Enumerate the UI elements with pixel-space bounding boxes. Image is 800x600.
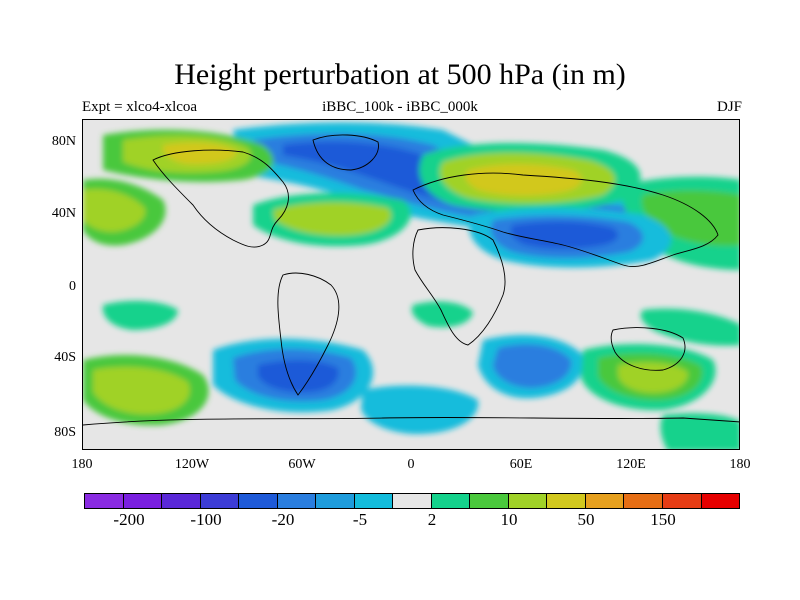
colorbar-label: 150 — [650, 510, 676, 529]
colorbar-swatch — [585, 494, 625, 508]
coastlines — [83, 134, 739, 426]
colorbar-swatch — [662, 494, 702, 508]
map-plot-area — [82, 119, 740, 450]
lat-tick-label: 0 — [69, 279, 76, 294]
lat-tick-label: 40S — [54, 350, 76, 365]
colorbar-label: 50 — [577, 510, 595, 529]
colorbar-swatch — [547, 494, 586, 508]
colorbar-swatch — [431, 494, 471, 508]
lon-tick-label: 180 — [71, 457, 93, 472]
lon-tick-label: 60W — [288, 457, 316, 472]
colorbar-label: -200 — [113, 510, 145, 529]
difference-label: iBBC_100k - iBBC_000k — [322, 99, 478, 115]
colorbar-label: -20 — [271, 510, 295, 529]
contour-fields — [83, 122, 739, 449]
lon-tick-label: 120E — [616, 457, 646, 472]
colorbar-swatch — [624, 494, 663, 508]
colorbar-label: -5 — [352, 510, 368, 529]
colorbar-swatch — [200, 494, 240, 508]
lon-tick-label: 180 — [729, 457, 751, 472]
experiment-label: Expt = xlco4-xlcoa — [82, 99, 198, 115]
colorbar-swatch — [162, 494, 201, 508]
colorbar-swatch — [123, 494, 163, 508]
lon-tick-label: 120W — [174, 457, 210, 472]
colorbar-swatch — [239, 494, 278, 508]
colorbar — [84, 493, 740, 509]
colorbar-swatch — [354, 494, 394, 508]
colorbar-swatch — [701, 494, 740, 508]
lat-tick-label: 40N — [51, 206, 76, 221]
colorbar-swatch — [393, 494, 432, 508]
lat-tick-label: 80S — [54, 425, 76, 440]
colorbar-label: 2 — [427, 510, 437, 529]
colorbar-swatch — [508, 494, 548, 508]
lon-tick-label: 0 — [407, 457, 415, 472]
lat-tick-label: 80N — [51, 134, 76, 149]
colorbar-swatch — [85, 494, 124, 508]
colorbar-swatch — [470, 494, 509, 508]
season-label: DJF — [716, 99, 742, 115]
colorbar-label: -100 — [190, 510, 222, 529]
map-title: Height perturbation at 500 hPa (in m) — [174, 58, 626, 91]
lon-tick-label: 60E — [509, 457, 533, 472]
colorbar-swatch — [277, 494, 317, 508]
colorbar-swatch — [316, 494, 355, 508]
contour-map — [83, 120, 739, 449]
colorbar-label: 10 — [500, 510, 518, 529]
